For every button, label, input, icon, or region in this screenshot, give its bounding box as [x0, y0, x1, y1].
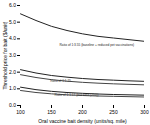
svg-text:Ratio of 1:3.55 (baseline + re: Ratio of 1:3.55 (baseline + reduced pet … — [60, 43, 135, 47]
svg-text:Ratio of 1:1.25: Ratio of 1:1.25 — [50, 79, 71, 83]
svg-text:2.0: 2.0 — [9, 69, 16, 75]
svg-text:150: 150 — [47, 109, 56, 115]
svg-text:200: 200 — [78, 109, 87, 115]
svg-text:300: 300 — [140, 109, 149, 115]
svg-text:6.0: 6.0 — [9, 2, 16, 8]
svg-text:4.0: 4.0 — [9, 35, 16, 41]
svg-text:Threshold price for bait ($/un: Threshold price for bait ($/unit) — [2, 21, 8, 89]
svg-text:Ratio of 1:1.17 (baseline (250: Ratio of 1:1.17 (baseline (250)) — [55, 93, 99, 97]
svg-text:250: 250 — [109, 109, 118, 115]
svg-text:0.0: 0.0 — [9, 102, 16, 108]
svg-text:100: 100 — [16, 109, 25, 115]
svg-text:Oral vaccine bait density (uni: Oral vaccine bait density (units/sq. mil… — [38, 118, 127, 124]
svg-text:3.0: 3.0 — [9, 52, 16, 58]
svg-text:5.0: 5.0 — [9, 19, 16, 25]
svg-text:1.0: 1.0 — [9, 85, 16, 91]
